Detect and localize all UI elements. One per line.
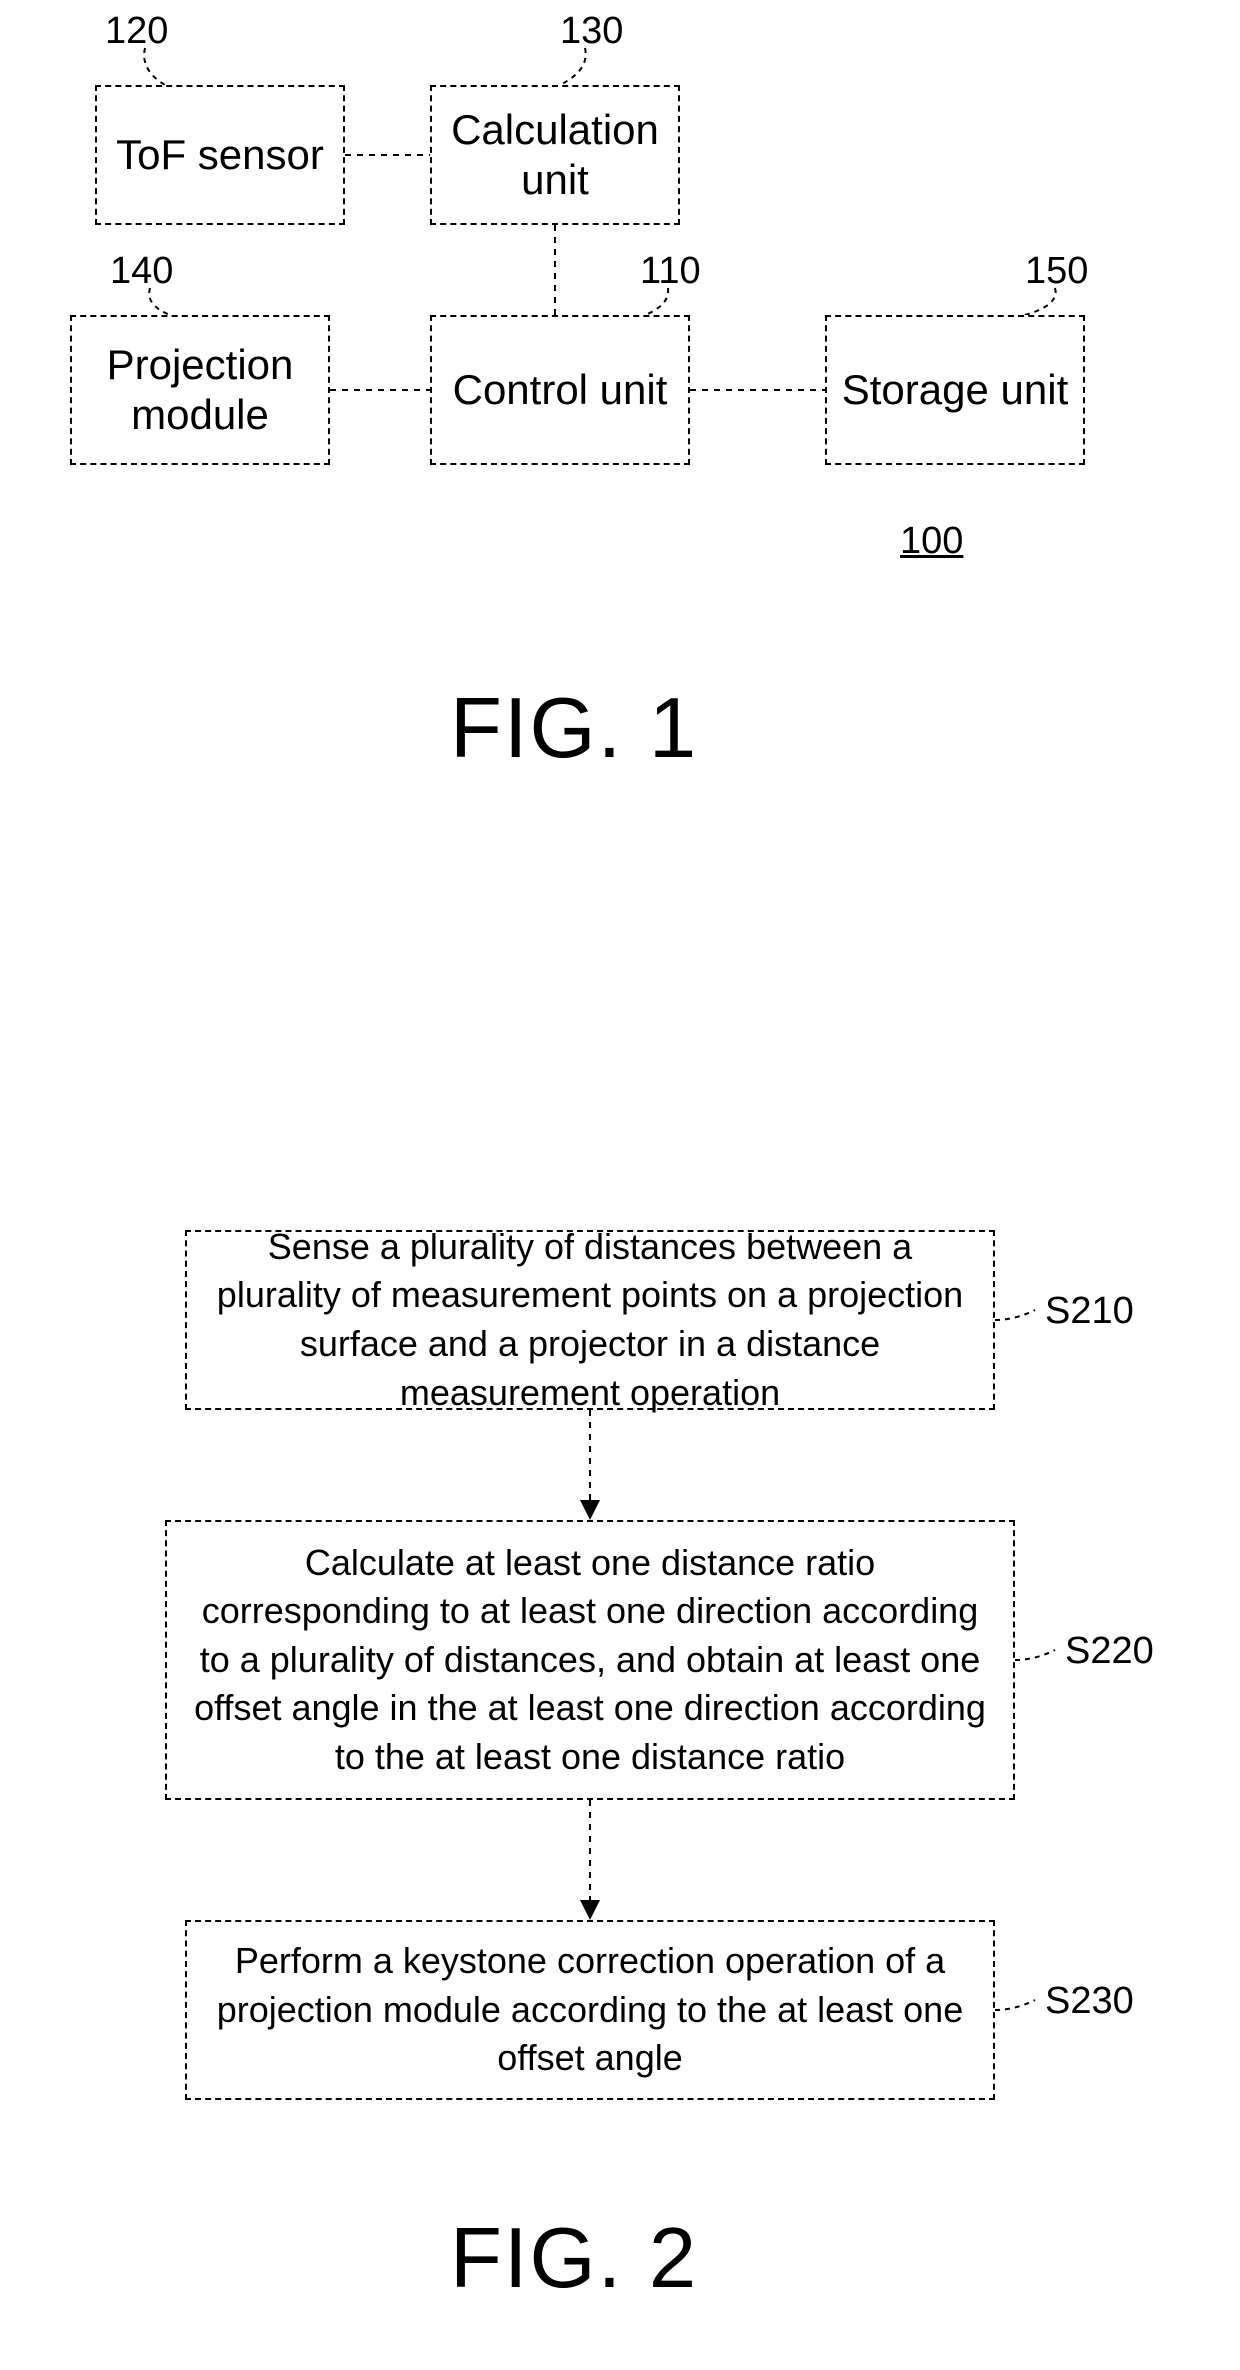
fig2-arrows <box>0 0 1240 2370</box>
fig2-title: FIG. 2 <box>450 2210 698 2308</box>
